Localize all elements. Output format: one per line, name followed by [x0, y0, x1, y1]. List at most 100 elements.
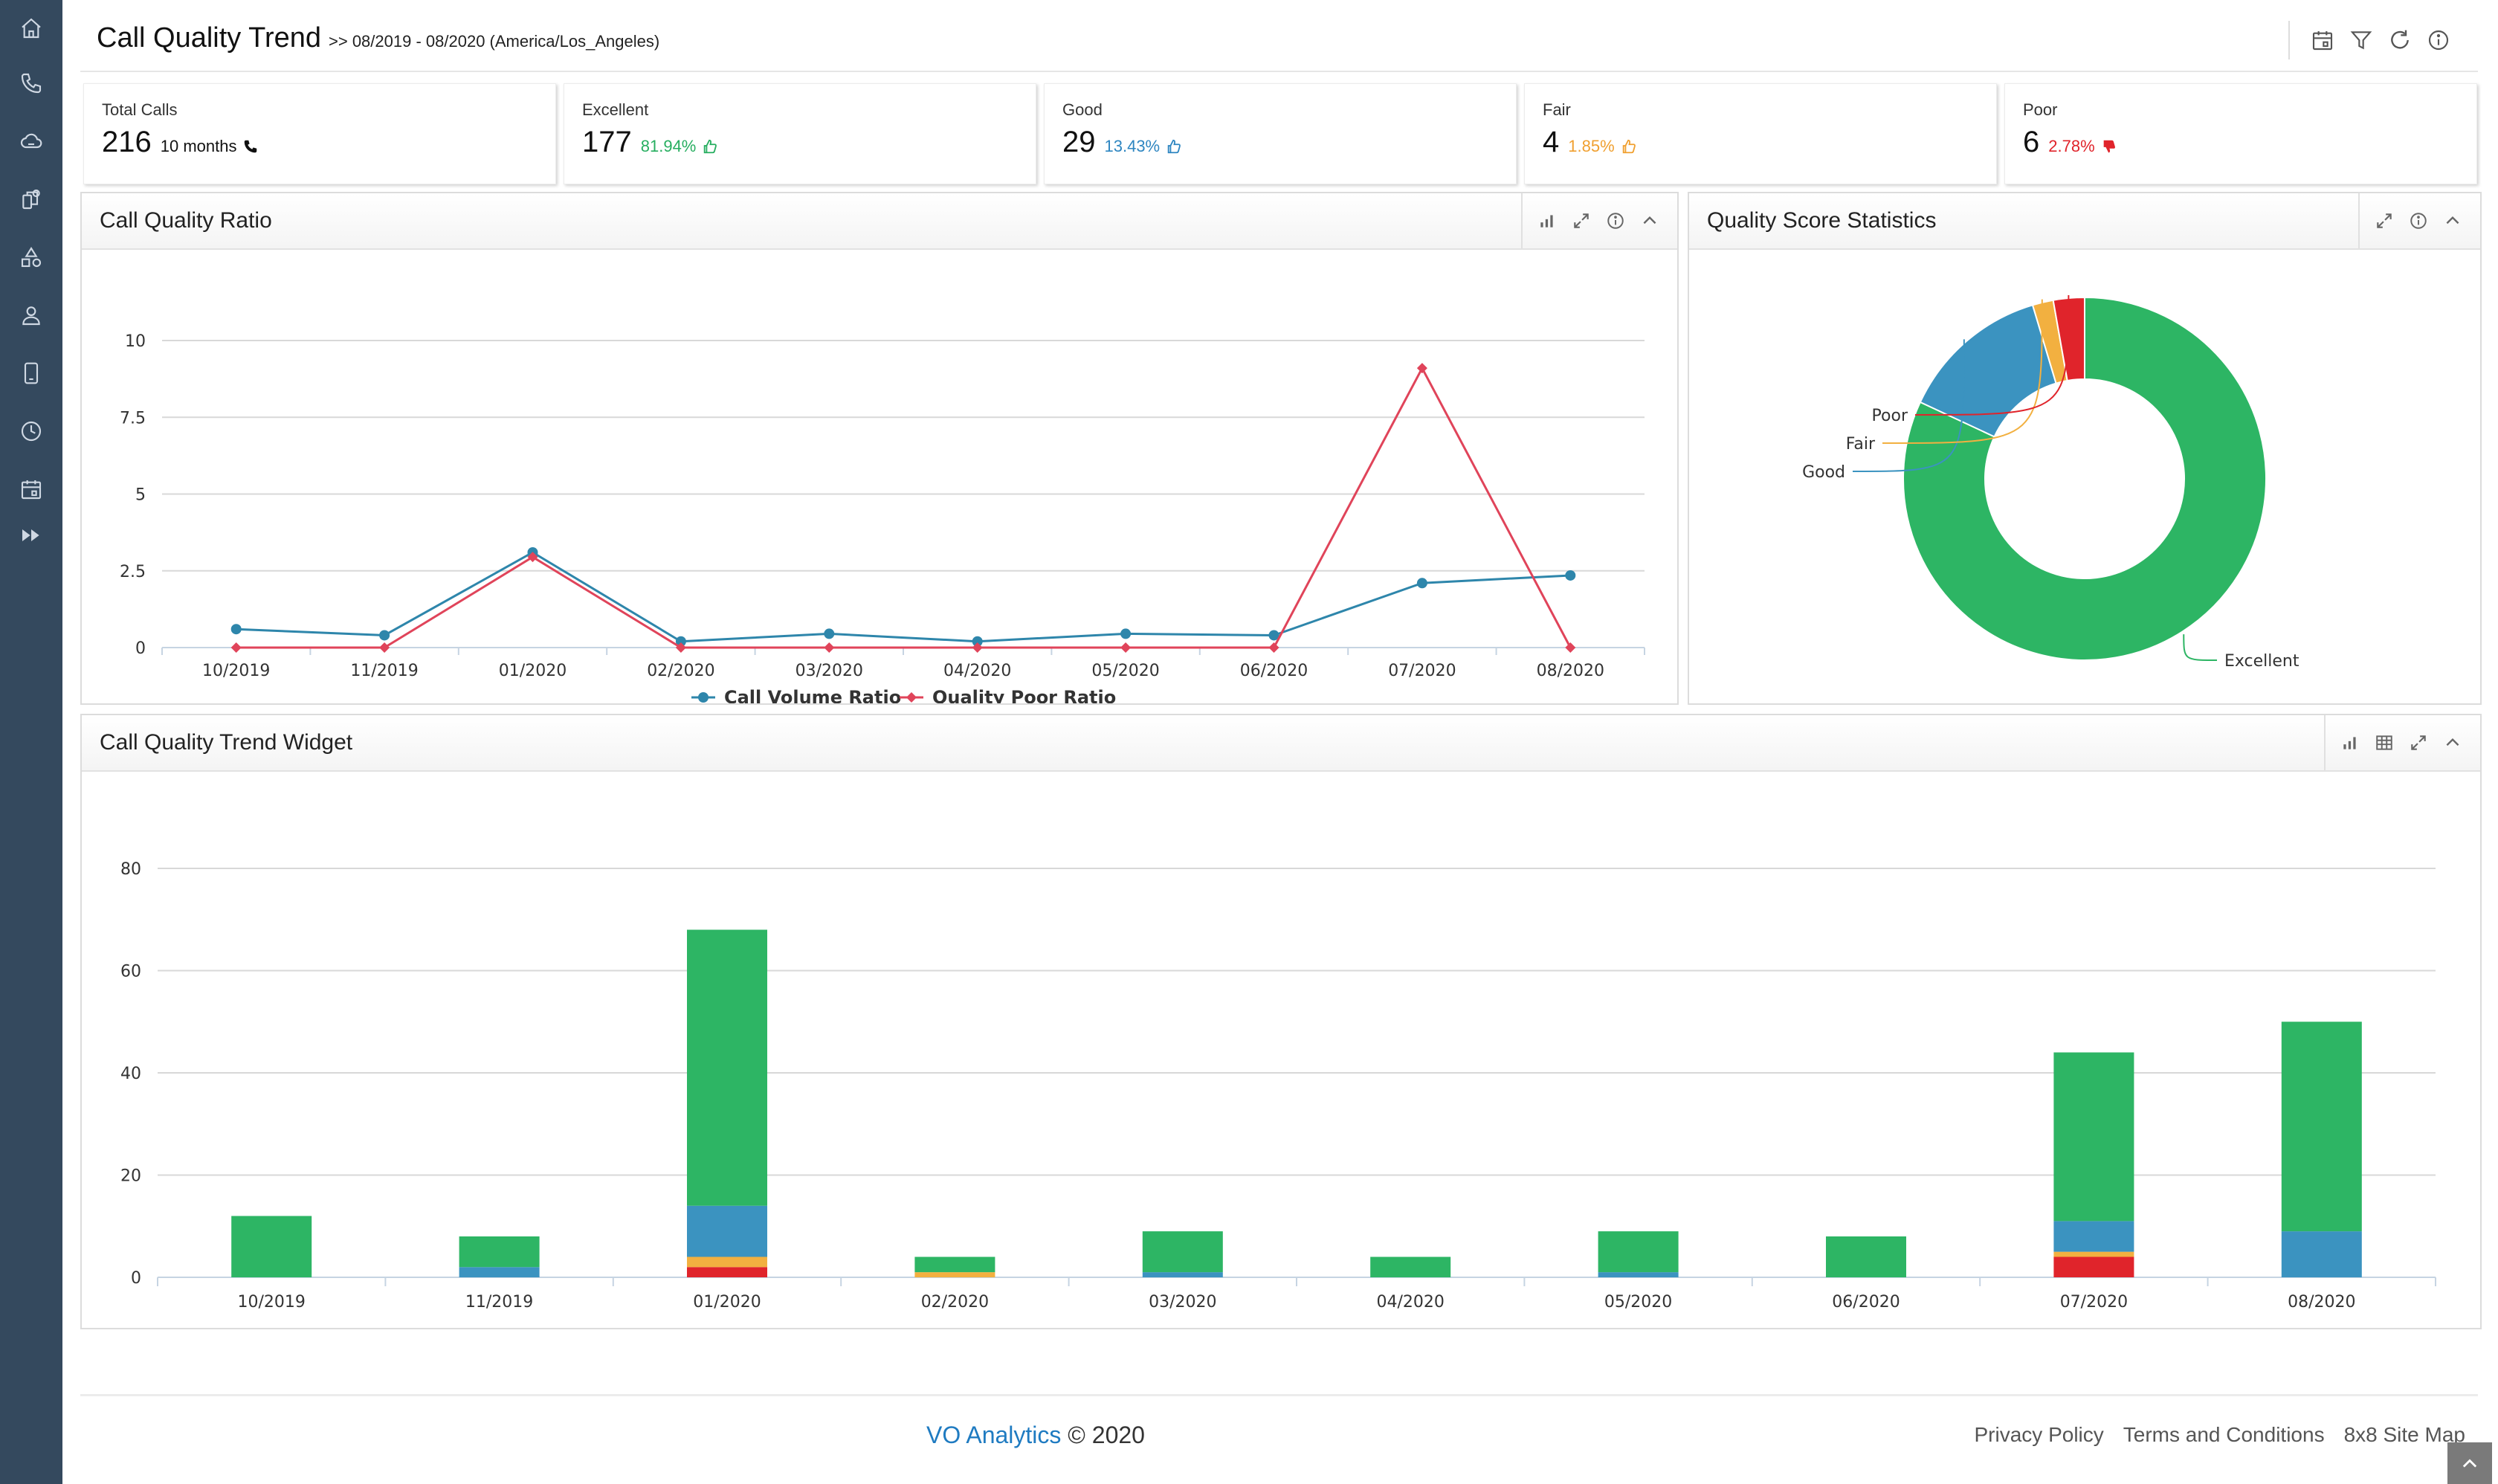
collapse-icon[interactable]	[2436, 204, 2470, 237]
kpi-label: Good	[1062, 100, 1103, 119]
collapse-icon[interactable]	[1633, 204, 1667, 237]
chart-type-icon[interactable]	[2333, 726, 2367, 759]
bar-segment	[1598, 1272, 1679, 1277]
kpi-fair: Fair 4 1.85%	[1524, 83, 1997, 184]
x-tick-label: 07/2020	[2060, 1293, 2128, 1312]
fast-forward-icon[interactable]	[16, 520, 46, 550]
pie-slice	[1902, 296, 2267, 661]
bar-segment	[914, 1256, 995, 1273]
kpi-value: 29	[1062, 126, 1096, 158]
kpi-value: 177	[582, 126, 632, 158]
legend-marker	[906, 692, 917, 703]
expand-icon[interactable]	[1564, 204, 1598, 237]
y-tick-label: 2.5	[120, 563, 146, 581]
collapse-icon[interactable]	[2436, 726, 2470, 759]
phone-icon	[245, 140, 257, 153]
shapes-icon[interactable]	[16, 242, 46, 272]
x-tick-label: 07/2020	[1388, 662, 1456, 680]
kpi-label: Excellent	[582, 100, 649, 119]
x-tick-label: 01/2020	[499, 662, 567, 680]
kpi-value: 6	[2023, 126, 2040, 158]
y-tick-label: 10	[125, 332, 146, 351]
label-connector	[1852, 339, 1965, 472]
calendar-icon[interactable]	[16, 474, 46, 504]
x-tick-label: 08/2020	[1537, 662, 1604, 680]
kpi-label: Poor	[2023, 100, 2058, 119]
data-point	[1268, 642, 1279, 653]
bar-segment	[2281, 1231, 2362, 1277]
mobile-icon[interactable]	[16, 358, 46, 388]
user-icon[interactable]	[16, 300, 46, 330]
copyright: © 2020	[1061, 1422, 1145, 1448]
kpi-sub: 10 months	[160, 137, 237, 155]
trend-widget-panel: Call Quality Trend Widget 0 20 40 60 80 10/20…	[80, 714, 2482, 1329]
x-tick-label: 04/2020	[943, 662, 1011, 680]
slice-label: Excellent	[2224, 652, 2299, 671]
home-icon[interactable]	[16, 13, 46, 43]
header-divider	[80, 71, 2478, 72]
kpi-excellent: Excellent 177 81.94%	[564, 83, 1036, 184]
info-icon[interactable]	[2419, 24, 2458, 57]
bar-segment	[1142, 1231, 1223, 1273]
chart-type-icon[interactable]	[1530, 204, 1564, 237]
bar-segment	[1826, 1236, 1906, 1277]
terms-link[interactable]: Terms and Conditions	[2123, 1423, 2325, 1446]
clock-icon[interactable]	[16, 416, 46, 446]
data-point	[824, 628, 835, 639]
quality-score-panel: Quality Score Statistics Excellent Good Fa…	[1688, 192, 2482, 705]
x-tick-label: 03/2020	[795, 662, 863, 680]
x-tick-label: 05/2020	[1604, 1293, 1672, 1312]
phone-icon[interactable]	[16, 68, 46, 98]
info-icon[interactable]	[2401, 204, 2436, 237]
x-tick-label: 02/2020	[921, 1293, 989, 1312]
devices-icon[interactable]	[16, 184, 46, 214]
header-toolbar	[2288, 21, 2458, 59]
panel-title: Quality Score Statistics	[1707, 208, 1937, 233]
y-tick-label: 0	[131, 1269, 141, 1288]
slice-label: Fair	[1846, 435, 1876, 454]
info-icon[interactable]	[1598, 204, 1633, 237]
label-connector	[1914, 294, 2070, 416]
y-tick-label: 80	[120, 860, 141, 879]
refresh-icon[interactable]	[2381, 24, 2419, 57]
legend-label: Call Volume Ratio	[724, 687, 901, 703]
kpi-poor: Poor 6 2.78%	[2004, 83, 2477, 184]
footer-brand: VO Analytics © 2020	[926, 1422, 1145, 1449]
site-map-link[interactable]: 8x8 Site Map	[2343, 1423, 2465, 1446]
sidebar	[0, 0, 62, 1484]
calendar-icon[interactable]	[2303, 24, 2342, 57]
data-point	[230, 642, 242, 653]
footer-links: Privacy Policy Terms and Conditions 8x8 …	[1975, 1423, 2466, 1447]
stacked-bar-chart: 0 20 40 60 80 10/2019 11/2019 01/2020 02/2020 03/…	[120, 860, 2436, 1312]
bar-segment	[687, 1205, 767, 1257]
expand-icon[interactable]	[2367, 204, 2401, 237]
bar-segment	[459, 1236, 540, 1268]
x-tick-label: 11/2019	[465, 1293, 533, 1312]
privacy-policy-link[interactable]: Privacy Policy	[1974, 1423, 2104, 1446]
panel-title: Call Quality Trend Widget	[100, 730, 353, 755]
legend-label: Quality Poor Ratio	[932, 687, 1116, 703]
kpi-percent: 81.94%	[640, 137, 697, 155]
page-title: Call Quality Trend	[97, 22, 322, 54]
x-tick-label: 10/2019	[237, 1293, 305, 1312]
brand-link[interactable]: VO Analytics	[926, 1422, 1062, 1448]
chevron-up-icon	[2462, 1459, 2477, 1468]
filter-icon[interactable]	[2342, 24, 2381, 57]
scroll-to-top-button[interactable]	[2447, 1442, 2492, 1484]
table-view-icon[interactable]	[2367, 726, 2401, 759]
thumbs-up-icon	[1622, 139, 1636, 154]
bar-segment	[914, 1272, 995, 1277]
y-tick-label: 7.5	[120, 409, 146, 428]
x-tick-label: 02/2020	[647, 662, 714, 680]
data-point	[824, 642, 835, 653]
x-tick-label: 04/2020	[1376, 1293, 1444, 1312]
bar-segment	[459, 1267, 540, 1277]
kpi-value: 4	[1543, 126, 1560, 158]
y-tick-label: 0	[135, 639, 146, 658]
cloud-icon[interactable]	[16, 126, 46, 156]
y-tick-label: 60	[120, 963, 141, 981]
kpi-total-calls: Total Calls 216 10 months	[83, 83, 556, 184]
x-tick-label: 06/2020	[1240, 662, 1308, 680]
expand-icon[interactable]	[2401, 726, 2436, 759]
